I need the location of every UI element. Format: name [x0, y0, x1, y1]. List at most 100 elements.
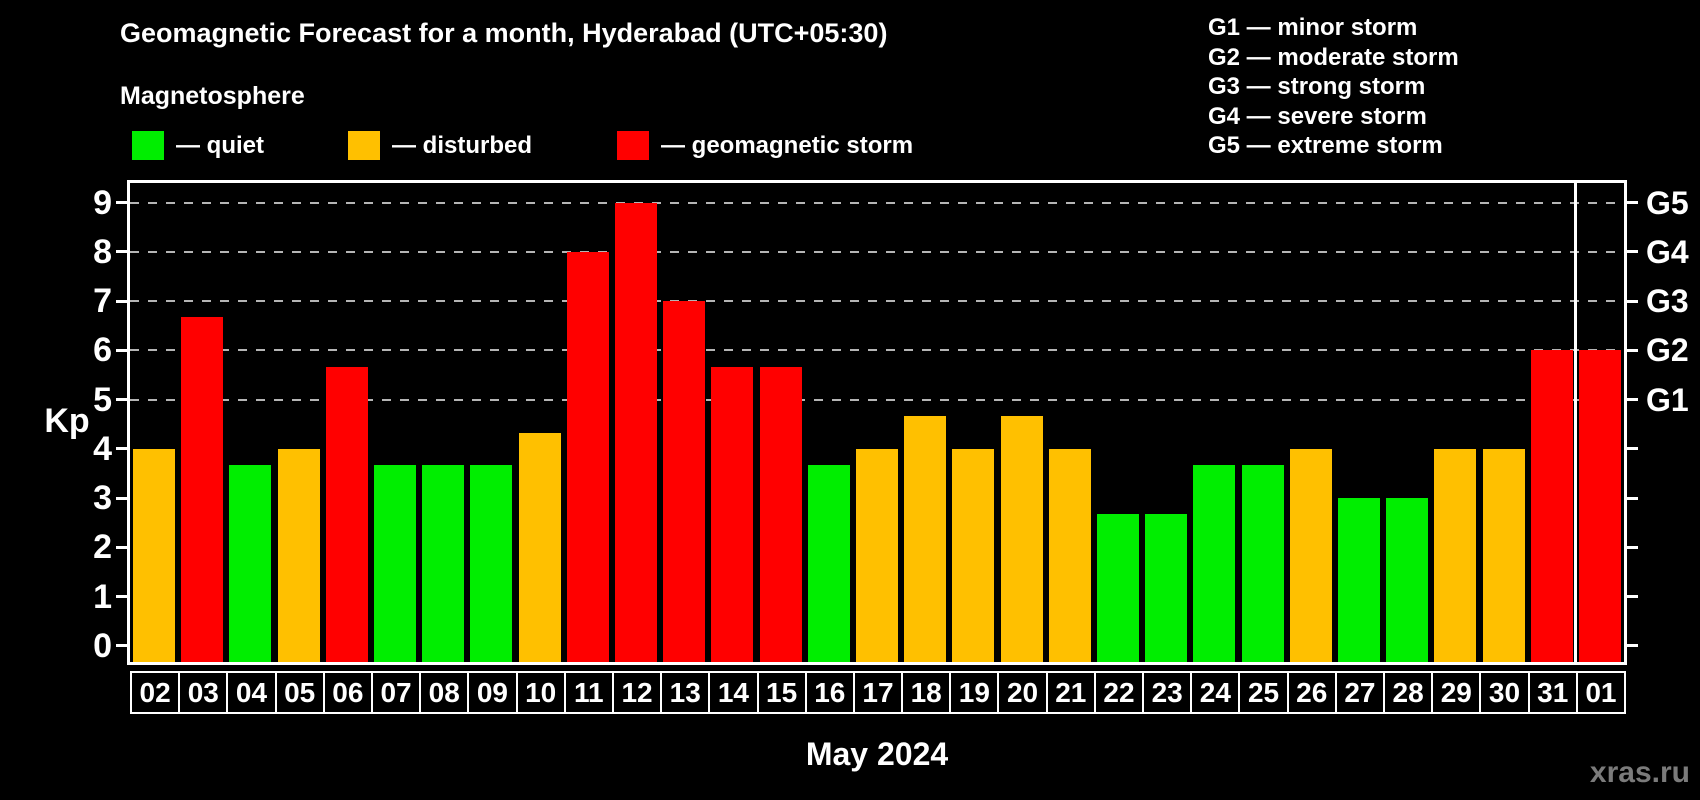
y-tick-label-9: 9 [93, 183, 112, 222]
day-label-08: 08 [419, 671, 470, 714]
kp-bar-day-28 [1386, 498, 1429, 662]
kp-bar-day-30 [1482, 448, 1525, 662]
day-label-03: 03 [178, 671, 229, 714]
legend-item-disturbed: — disturbed [348, 131, 532, 160]
day-label-19: 19 [949, 671, 1000, 714]
y-tick-label-6: 6 [93, 331, 112, 370]
kp-bar-day-25 [1241, 465, 1284, 662]
kp-bar-day-26 [1289, 448, 1332, 662]
disturbed-color-swatch [348, 131, 380, 160]
g-axis-tick-1 [1624, 595, 1638, 599]
y-axis-tick-6 [116, 348, 130, 352]
magnetosphere-label: Magnetosphere [120, 82, 305, 110]
y-axis-tick-3 [116, 496, 130, 500]
kp-bar-day-22 [1096, 514, 1139, 662]
kp-bar-day-10 [518, 432, 561, 662]
kp-bar-day-16 [807, 465, 850, 662]
day-label-10: 10 [515, 671, 566, 714]
kp-bar-day-05 [277, 448, 320, 662]
legend-label-storm: — geomagnetic storm [661, 131, 914, 159]
day-label-09: 09 [467, 671, 518, 714]
grid-line-kp6 [130, 349, 1624, 352]
day-label-29: 29 [1431, 671, 1482, 714]
kp-bar-day-29 [1434, 448, 1477, 662]
kp-bar-day-17 [856, 448, 898, 662]
kp-bar-day-20 [1000, 415, 1043, 662]
g-axis-tick-4 [1624, 447, 1638, 451]
kp-bar-day-24 [1193, 465, 1236, 662]
day-label-23: 23 [1142, 671, 1193, 714]
g1-legend-line: G1 — minor storm [1208, 14, 1418, 41]
legend-item-storm: — geomagnetic storm [617, 131, 913, 160]
day-label-31: 31 [1527, 671, 1578, 714]
y-tick-label-8: 8 [93, 232, 112, 271]
day-label-12: 12 [611, 671, 663, 714]
day-label-02: 02 [130, 671, 181, 714]
quiet-color-swatch [132, 131, 164, 160]
day-label-14: 14 [708, 671, 759, 714]
day-label-27: 27 [1334, 671, 1386, 714]
y-axis-tick-0 [116, 644, 130, 648]
kp-bar-day-31 [1530, 350, 1573, 662]
day-label-04: 04 [226, 671, 277, 714]
grid-line-kp9 [130, 201, 1624, 204]
kp-bar-day-14 [711, 366, 754, 662]
kp-bar-day-08 [422, 465, 465, 662]
y-axis-title: Kp [44, 402, 90, 440]
day-label-16: 16 [804, 671, 855, 714]
y-axis-tick-8 [116, 250, 130, 254]
legend-label-quiet: — quiet [176, 131, 264, 159]
g-tick-label-G3: G3 [1646, 283, 1689, 320]
day-label-01: 01 [1575, 671, 1626, 714]
day-label-25: 25 [1238, 671, 1289, 714]
kp-bar-day-18 [904, 415, 947, 662]
g5-legend-line: G5 — extreme storm [1208, 132, 1443, 159]
day-label-30: 30 [1479, 671, 1530, 714]
day-label-15: 15 [756, 671, 807, 714]
kp-bar-day-07 [374, 465, 417, 662]
kp-bar-day-13 [663, 301, 706, 662]
grid-line-kp5 [130, 398, 1624, 401]
storm-color-swatch [617, 131, 649, 160]
x-axis-title: May 2024 [805, 736, 949, 772]
kp-bar-day-04 [229, 465, 272, 662]
g-axis-tick-7 [1624, 299, 1638, 303]
y-tick-label-7: 7 [93, 282, 112, 321]
kp-bar-day-19 [952, 448, 995, 662]
storm-scale-legend: G1 — minor storm G2 — moderate storm G3 … [1208, 13, 1459, 161]
y-tick-label-4: 4 [93, 429, 112, 468]
day-label-22: 22 [1093, 671, 1145, 714]
kp-bar-day-09 [470, 465, 513, 662]
g2-legend-line: G2 — moderate storm [1208, 43, 1459, 71]
g-tick-label-G1: G1 [1646, 381, 1689, 418]
y-axis-tick-2 [116, 545, 130, 549]
g-axis-tick-9 [1624, 201, 1638, 205]
g-tick-label-G2: G2 [1646, 332, 1689, 369]
plot-frame [127, 180, 1627, 665]
y-tick-label-5: 5 [93, 380, 112, 419]
g3-legend-line: G3 — strong storm [1208, 73, 1426, 100]
day-label-18: 18 [901, 671, 952, 714]
y-tick-label-2: 2 [93, 528, 112, 567]
g4-legend-line: G4 — severe storm [1208, 102, 1427, 130]
day-label-06: 06 [322, 671, 373, 714]
day-label-05: 05 [274, 671, 325, 714]
y-axis-tick-4 [116, 447, 130, 451]
kp-bar-day-12 [615, 202, 658, 662]
grid-line-kp8 [130, 250, 1624, 253]
y-tick-label-1: 1 [93, 577, 112, 616]
watermark: xras.ru [1589, 756, 1690, 789]
g-axis-tick-3 [1624, 496, 1638, 500]
y-tick-label-3: 3 [93, 479, 112, 518]
chart-title: Geomagnetic Forecast for a month, Hydera… [120, 18, 888, 48]
kp-bar-day-27 [1337, 498, 1380, 662]
kp-bar-day-15 [759, 366, 802, 662]
day-label-07: 07 [370, 671, 422, 714]
legend-item-quiet: — quiet [132, 131, 264, 160]
kp-bar-day-23 [1145, 514, 1188, 662]
g-axis-tick-5 [1624, 398, 1638, 402]
y-axis-tick-1 [116, 595, 130, 599]
kp-bar-day-21 [1048, 448, 1091, 662]
y-axis-tick-7 [116, 299, 130, 303]
